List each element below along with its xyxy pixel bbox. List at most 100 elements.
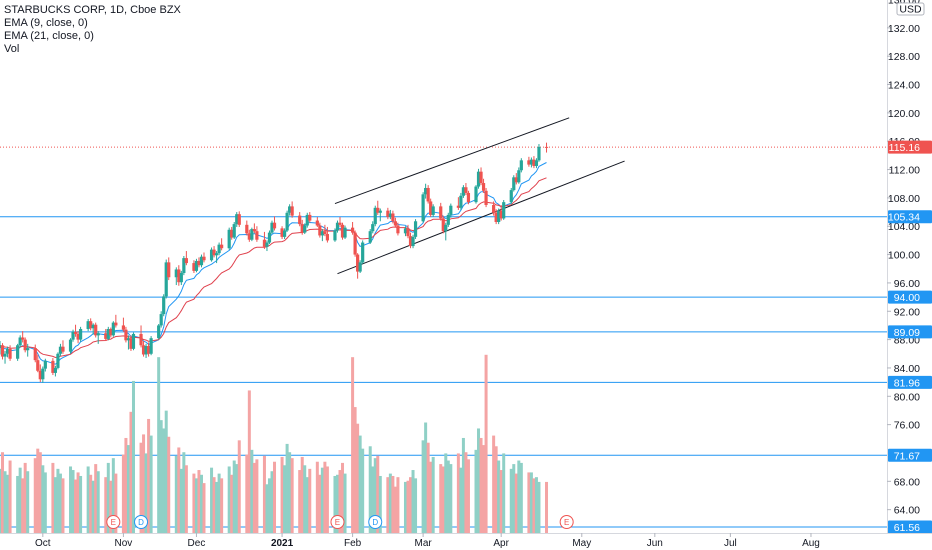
candle-body [250,229,254,240]
volume-bar [109,480,113,533]
price-line-badge [888,375,932,389]
event-label: D [372,518,378,527]
volume-bar [104,477,108,533]
dividend-marker[interactable]: D [134,515,149,529]
volume-bar [1,452,5,533]
volume-bar [393,486,397,533]
volume-bar [532,478,536,533]
volume-bar [197,470,201,533]
ema21-line [0,177,547,359]
candle-body [33,348,37,361]
candle-body [532,159,536,167]
volume-bar [431,456,435,533]
time-tick-label: Nov [115,538,133,549]
candle-body [371,224,375,232]
candle-body [408,236,413,247]
volume-bar [512,464,516,533]
candle-body [544,146,549,148]
earnings-marker[interactable]: E [106,515,121,529]
candle-body [209,249,214,261]
price-tick-label: 124.00 [888,80,920,92]
volume-bar [403,481,407,533]
volume-bar [439,464,443,533]
volume-bar [0,468,2,533]
candle-body [232,224,236,238]
volume-bar [517,460,521,533]
price-line-badge-label: 71.67 [894,450,920,462]
time-tick-label: May [572,538,591,549]
event-label: D [138,518,144,527]
volume-bar [308,468,312,533]
candle-body [509,190,513,203]
candle-body [162,296,166,315]
volume-bar [298,470,302,533]
volume-bar [464,452,468,533]
candle-body [479,171,483,184]
volume-bar [318,474,322,533]
currency-label: USD [899,4,922,16]
volume-bar [288,452,292,533]
candle-body [290,206,294,216]
earnings-marker[interactable]: E [330,515,345,529]
time-tick-label: Aug [802,538,820,549]
time-tick-label: Apr [493,538,509,549]
price-line-badge [888,448,932,462]
event-label: E [335,518,340,527]
dividend-marker[interactable]: D [368,515,383,529]
volume-bar [142,434,146,533]
price-tick-label: 96.00 [894,278,920,290]
volume-bar [69,466,73,533]
price-tick-label: 68.00 [894,476,920,488]
currency-badge [896,2,925,16]
time-axis[interactable]: Oct Nov Dec 2021 Feb Mar Apr May Jun Jul Aug [0,533,932,549]
candle-body [396,225,400,234]
candle-body [386,210,390,218]
candle-body [139,333,143,346]
volume-bar [8,460,12,533]
price-tick-label: 108.00 [888,193,920,205]
candle-body [16,345,20,359]
candle-body [305,214,309,226]
candle-body [51,360,55,373]
price-axis[interactable]: 64.0068.0076.0080.0084.0088.0092.0096.00… [887,0,932,550]
candle-body [184,258,188,264]
volume-bar [38,452,42,533]
time-tick-label: Jul [724,538,737,549]
price-line-badge-label: 94.00 [894,292,920,304]
volume-bar [179,468,183,533]
time-tick-label: Feb [344,538,362,549]
volume-bar [215,481,219,533]
candle-body [318,225,322,236]
volume-bar [71,470,75,533]
volume-bar [406,480,410,533]
candle-body [73,331,78,334]
volume-bar [441,466,445,533]
volume-bar [121,454,125,533]
candle-body [534,160,539,167]
candle-body [104,333,108,339]
volume-bar [106,462,110,533]
volume-bar [414,478,418,533]
candle-body [497,210,501,222]
price-line-badge-label: 89.09 [894,327,920,339]
volume-bar [335,474,339,533]
volume-bar [424,422,428,533]
volume-bar [184,465,188,533]
candle-body [68,339,73,352]
volume-bar [343,473,347,533]
volume-bar [323,461,327,533]
volume-bar [502,453,506,533]
volume-bar [129,411,133,533]
trend-channel[interactable] [334,117,625,275]
candle-body [411,236,415,247]
volume-bar [267,478,271,533]
candle-body [121,325,126,330]
candle-body [141,345,146,355]
earnings-marker[interactable]: E [559,515,574,529]
volume-bar [303,465,307,533]
channel-line [334,117,570,205]
volume-bar [182,452,186,533]
volume-bar [479,437,483,533]
